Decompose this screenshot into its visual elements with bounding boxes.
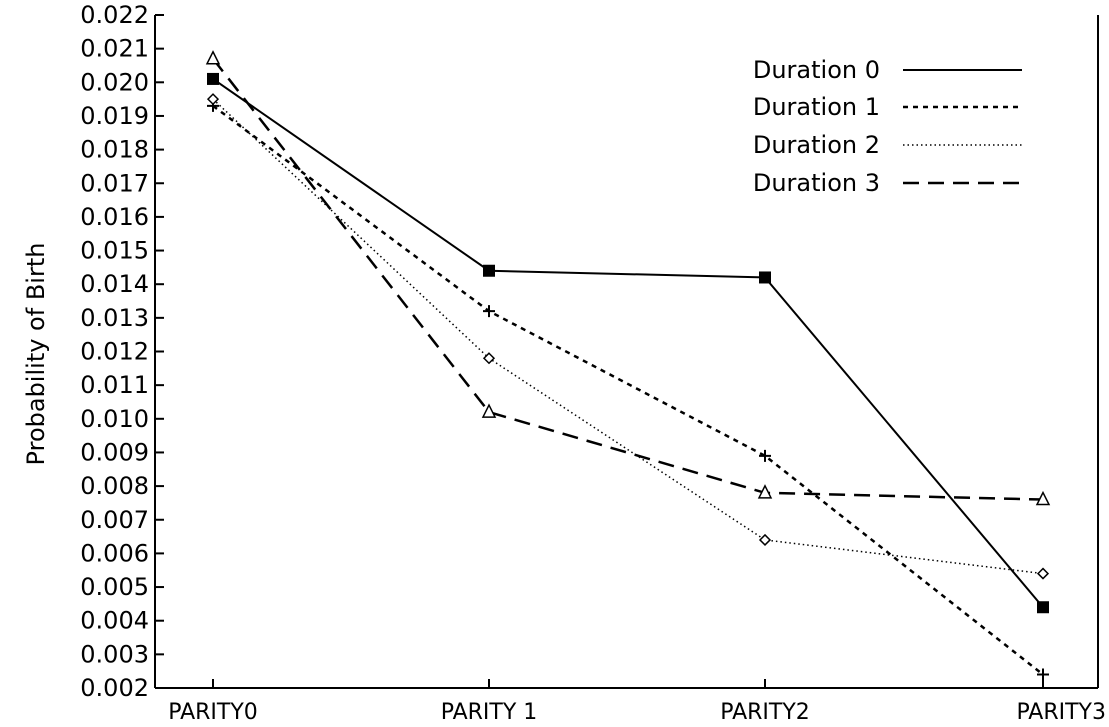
y-tick-label: 0.019 <box>80 102 149 130</box>
series-line <box>212 57 1044 501</box>
legend-label: Duration 2 <box>753 131 880 159</box>
data-point-marker <box>483 305 495 318</box>
data-point-marker <box>482 352 496 365</box>
data-point-marker <box>757 484 773 499</box>
data-point-marker <box>1036 567 1050 580</box>
y-tick-label: 0.014 <box>80 270 149 298</box>
legend-label: Duration 1 <box>753 93 880 121</box>
y-axis-title: Probability of Birth <box>22 243 50 466</box>
data-point-marker <box>759 449 771 462</box>
x-tick-label: PARITY2 <box>720 700 810 725</box>
y-tick-label: 0.022 <box>80 1 149 29</box>
y-tick-label: 0.008 <box>80 472 149 500</box>
y-tick-label: 0.010 <box>80 405 149 433</box>
data-point-marker <box>759 271 771 284</box>
x-tick-label: PARITY 1 <box>441 700 538 725</box>
data-point-marker <box>207 72 219 85</box>
series-0 <box>207 72 1049 614</box>
data-point-marker <box>481 403 497 418</box>
series-2 <box>206 93 1050 580</box>
y-tick-label: 0.007 <box>80 506 149 534</box>
y-tick-label: 0.013 <box>80 304 149 332</box>
y-tick-label: 0.005 <box>80 573 149 601</box>
y-tick-label: 0.016 <box>80 203 149 231</box>
data-point-marker <box>205 50 221 65</box>
x-tick-label: PARITY0 <box>168 700 258 725</box>
y-tick-label: 0.020 <box>80 68 149 96</box>
series-3 <box>205 50 1051 506</box>
y-tick-label: 0.015 <box>80 237 149 265</box>
series-1 <box>207 99 1049 681</box>
y-tick-label: 0.011 <box>80 371 149 399</box>
series-line <box>212 104 1044 676</box>
x-tick-label: PARITY3 <box>1016 700 1106 725</box>
data-point-marker <box>1037 601 1049 614</box>
data-point-marker <box>1035 490 1051 506</box>
y-axis-ticks: 0.002 0.003 0.004 0.005 0.006 0.007 0.008 0.009… <box>80 1 164 702</box>
legend-label: Duration 0 <box>753 56 880 84</box>
y-tick-label: 0.012 <box>80 338 149 366</box>
y-tick-label: 0.006 <box>80 539 149 567</box>
data-point-marker <box>206 93 220 106</box>
legend-label: Duration 3 <box>753 169 880 197</box>
y-tick-label: 0.009 <box>80 438 149 466</box>
data-point-marker <box>483 264 495 277</box>
y-tick-label: 0.017 <box>80 169 149 197</box>
y-tick-label: 0.018 <box>80 136 149 164</box>
data-point-marker <box>758 533 772 547</box>
series-lines <box>205 50 1051 681</box>
x-axis-ticks: PARITY0 PARITY 1 PARITY2 PARITY3 <box>168 679 1106 725</box>
y-tick-label: 0.003 <box>80 640 149 668</box>
y-tick-label: 0.002 <box>80 674 149 702</box>
series-line <box>212 78 1044 608</box>
y-tick-label: 0.021 <box>80 35 149 63</box>
series-line <box>212 98 1044 575</box>
y-tick-label: 0.004 <box>80 607 149 635</box>
axes <box>154 15 1099 689</box>
data-point-marker <box>1037 668 1049 681</box>
legend: Duration 0 Duration 1 Duration 2 Duration 3 <box>753 56 1022 197</box>
